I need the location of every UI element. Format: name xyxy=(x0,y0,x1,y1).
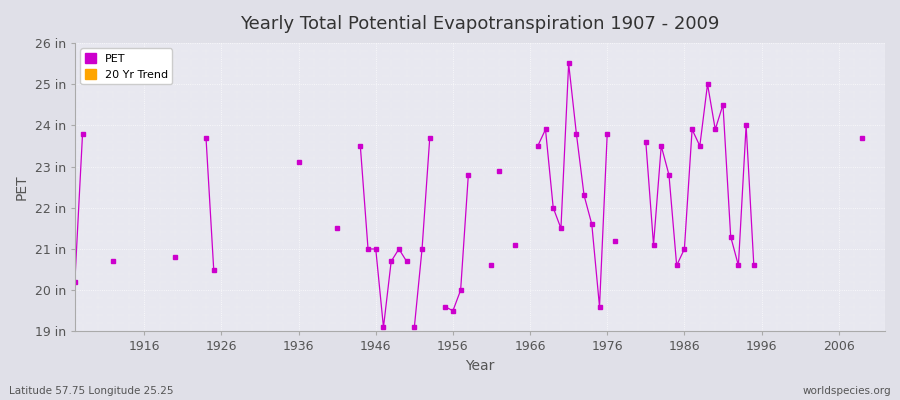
Title: Yearly Total Potential Evapotranspiration 1907 - 2009: Yearly Total Potential Evapotranspiratio… xyxy=(240,15,720,33)
Y-axis label: PET: PET xyxy=(15,174,29,200)
Text: Latitude 57.75 Longitude 25.25: Latitude 57.75 Longitude 25.25 xyxy=(9,386,174,396)
Text: worldspecies.org: worldspecies.org xyxy=(803,386,891,396)
X-axis label: Year: Year xyxy=(465,359,495,373)
Legend: PET, 20 Yr Trend: PET, 20 Yr Trend xyxy=(80,48,173,84)
